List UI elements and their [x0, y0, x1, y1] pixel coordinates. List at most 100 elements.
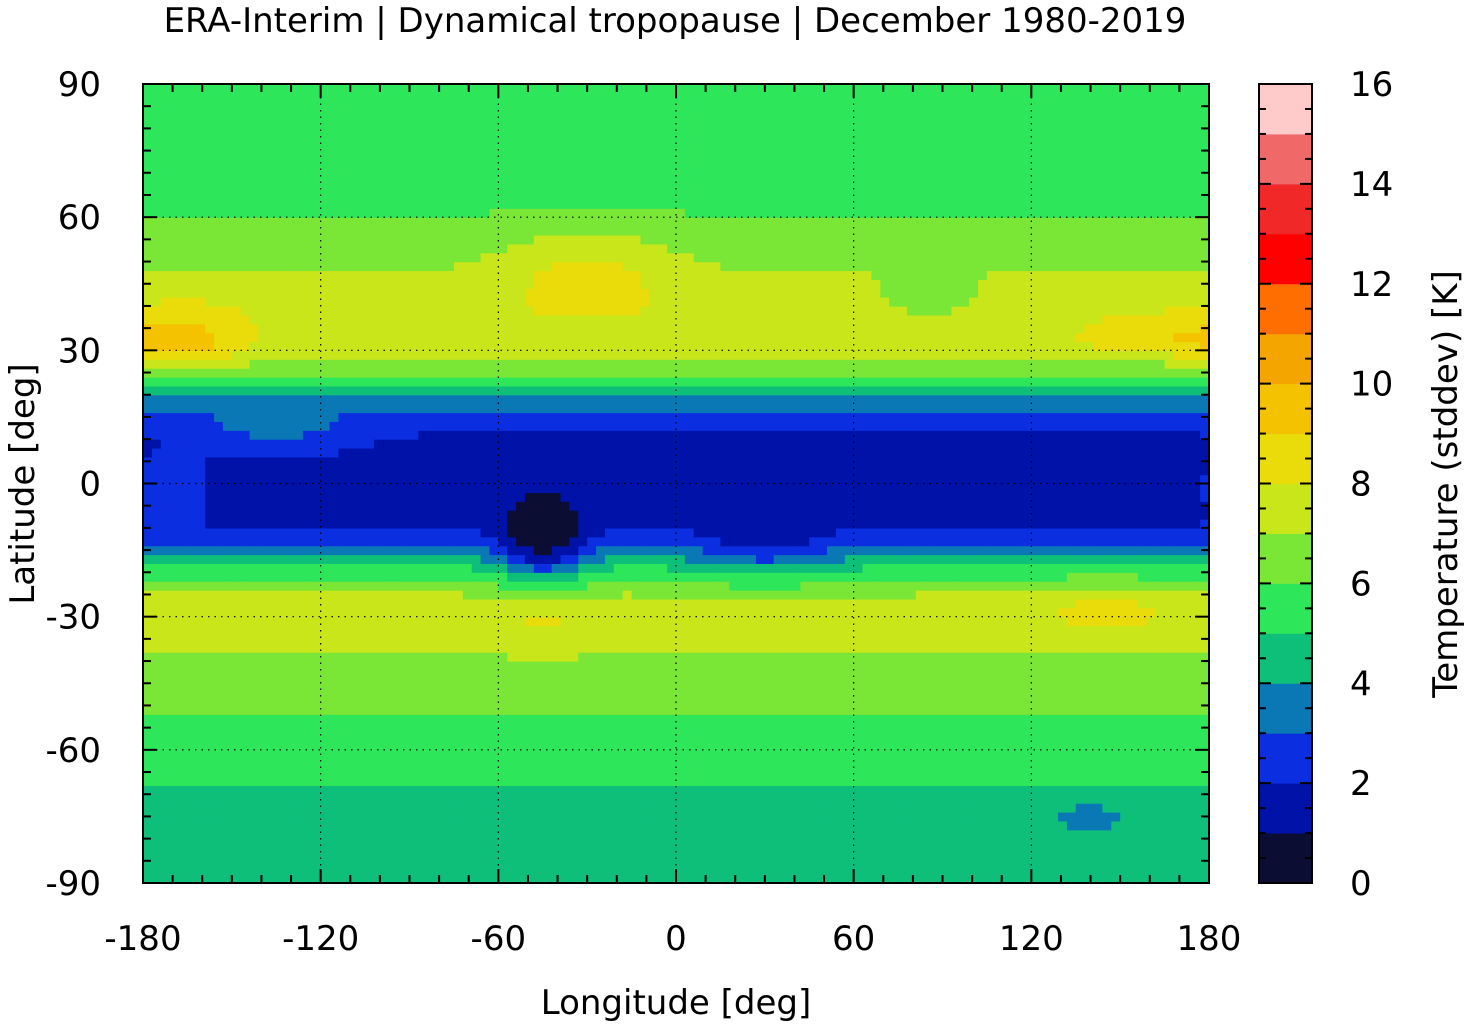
- heatmap-cell: [880, 616, 890, 627]
- heatmap-cell: [347, 758, 357, 769]
- heatmap-cell: [276, 581, 286, 591]
- heatmap-cell: [720, 598, 730, 609]
- heatmap-cell: [1102, 723, 1112, 733]
- heatmap-cell: [356, 510, 366, 520]
- heatmap-cell: [516, 536, 526, 547]
- heatmap-cell: [169, 527, 180, 538]
- heatmap-cell: [667, 696, 677, 707]
- heatmap-cell: [391, 590, 402, 600]
- heatmap-cell: [524, 607, 535, 618]
- heatmap-cell: [898, 607, 908, 618]
- heatmap-cell: [169, 581, 180, 591]
- heatmap-cell: [880, 590, 890, 600]
- heatmap-cell: [480, 740, 491, 751]
- heatmap-cell: [1004, 820, 1015, 831]
- heatmap-cell: [1004, 749, 1015, 760]
- heatmap-cell: [1075, 554, 1086, 564]
- heatmap-cell: [160, 643, 171, 653]
- heatmap-cell: [143, 510, 153, 520]
- heatmap-cell: [880, 874, 890, 883]
- heatmap-cell: [1084, 758, 1095, 769]
- heatmap-cell: [1040, 616, 1050, 627]
- heatmap-cell: [764, 838, 775, 849]
- heatmap-cell: [951, 865, 961, 875]
- heatmap-cell: [800, 767, 810, 778]
- heatmap-cell: [338, 598, 348, 609]
- heatmap-cell: [320, 723, 331, 733]
- heatmap-cell: [542, 749, 553, 760]
- heatmap-cell: [151, 856, 162, 866]
- heatmap-cell: [889, 767, 899, 778]
- heatmap-cell: [240, 767, 251, 778]
- heatmap-cell: [702, 527, 713, 538]
- heatmap-cell: [862, 581, 873, 591]
- heatmap-cell: [533, 847, 544, 857]
- heatmap-cell: [480, 865, 491, 875]
- heatmap-cell: [969, 669, 979, 680]
- heatmap-cell: [427, 705, 437, 715]
- heatmap-cell: [711, 811, 722, 822]
- heatmap-cell: [818, 803, 828, 813]
- heatmap-cell: [1173, 829, 1183, 840]
- heatmap-cell: [409, 723, 419, 733]
- heatmap-cell: [391, 847, 402, 857]
- heatmap-cell: [631, 794, 642, 804]
- heatmap-cell: [933, 607, 944, 618]
- heatmap-cell: [853, 519, 864, 529]
- heatmap-cell: [187, 732, 197, 742]
- heatmap-cell: [187, 625, 197, 636]
- heatmap-cell: [747, 643, 757, 653]
- heatmap-cell: [853, 874, 864, 883]
- heatmap-cell: [986, 838, 997, 849]
- heatmap-cell: [889, 714, 899, 724]
- heatmap-cell: [276, 767, 286, 778]
- heatmap-cell: [427, 820, 437, 831]
- heatmap-cell: [755, 811, 766, 822]
- heatmap-cell: [320, 527, 331, 538]
- heatmap-cell: [1129, 581, 1139, 591]
- heatmap-cell: [969, 723, 979, 733]
- heatmap-cell: [844, 820, 855, 831]
- heatmap-cell: [214, 510, 224, 520]
- heatmap-cell: [755, 590, 766, 600]
- heatmap-cell: [365, 811, 375, 822]
- heatmap-cell: [764, 776, 775, 786]
- heatmap-cell: [169, 856, 180, 866]
- heatmap-cell: [1031, 607, 1041, 618]
- heatmap-cell: [782, 554, 793, 564]
- heatmap-cell: [587, 678, 597, 689]
- heatmap-cell: [835, 527, 846, 538]
- heatmap-cell: [1111, 714, 1121, 724]
- heatmap-cell: [986, 652, 997, 662]
- heatmap-cell: [889, 794, 899, 804]
- heatmap-cell: [747, 785, 757, 795]
- heatmap-cell: [755, 678, 766, 689]
- heatmap-cell: [205, 820, 215, 831]
- heatmap-cell: [596, 856, 606, 866]
- heatmap-cell: [329, 669, 340, 680]
- heatmap-cell: [631, 661, 642, 671]
- heatmap-cell: [1049, 723, 1059, 733]
- heatmap-cell: [1013, 616, 1024, 627]
- heatmap-cell: [649, 874, 659, 883]
- heatmap-cell: [835, 776, 846, 786]
- heatmap-cell: [427, 510, 437, 520]
- heatmap-cell: [1164, 794, 1175, 804]
- heatmap-cell: [818, 625, 828, 636]
- heatmap-cell: [445, 829, 455, 840]
- heatmap-cell: [738, 740, 748, 751]
- heatmap-cell: [391, 732, 402, 742]
- heatmap-cell: [436, 767, 446, 778]
- heatmap-cell: [205, 581, 215, 591]
- heatmap-cell: [533, 536, 544, 547]
- heatmap-cell: [533, 581, 544, 591]
- heatmap-cell: [471, 749, 482, 760]
- heatmap-cell: [373, 581, 384, 591]
- heatmap-cell: [684, 607, 695, 618]
- heatmap-cell: [533, 563, 544, 573]
- heatmap-cell: [382, 581, 393, 591]
- heatmap-cell: [267, 607, 277, 618]
- heatmap-cell: [453, 758, 464, 769]
- heatmap-cell: [578, 794, 588, 804]
- heatmap-cell: [720, 527, 730, 538]
